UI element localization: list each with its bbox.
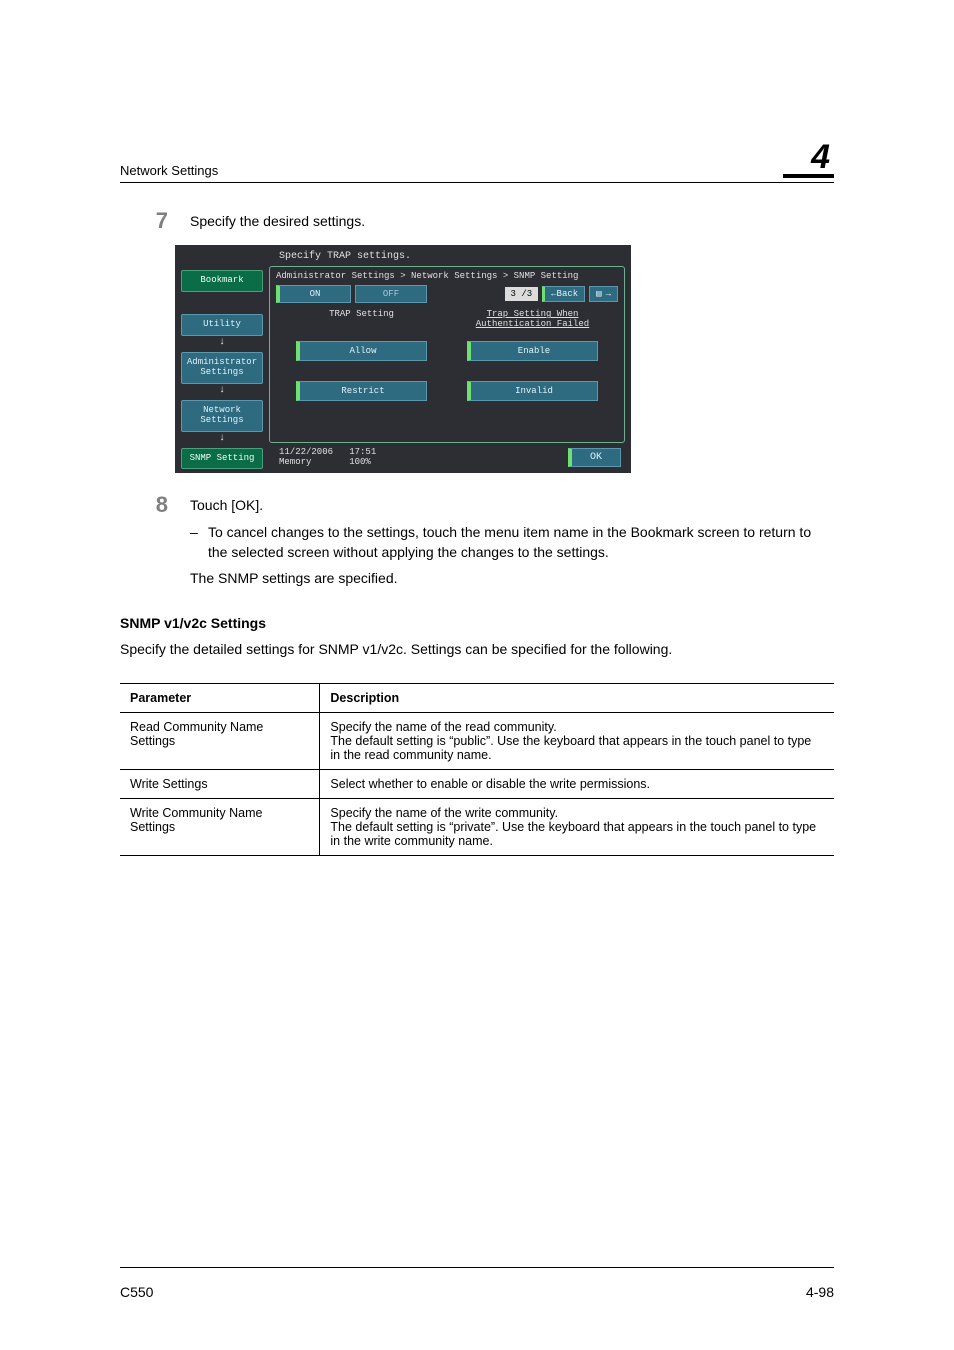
table-header-row: Parameter Description <box>120 683 834 712</box>
cell-desc: Select whether to enable or disable the … <box>320 769 834 798</box>
screenshot-wrap: Specify TRAP settings. Bookmark Utility … <box>175 245 834 473</box>
footer-rule <box>120 1267 834 1268</box>
allow-button[interactable]: Allow <box>296 341 427 361</box>
chapter-number: 4 <box>783 140 834 178</box>
screenshot-sidebar: Bookmark Utility ↓ Administrator Setting… <box>175 266 269 473</box>
step-text: Specify the desired settings. <box>190 211 834 233</box>
column-headers: TRAP Setting Trap Setting When Authentic… <box>276 307 618 331</box>
step-7: 7 Specify the desired settings. <box>120 211 834 233</box>
enable-button[interactable]: Enable <box>467 341 598 361</box>
cell-param: Read Community Name Settings <box>120 712 320 769</box>
page-header: Network Settings 4 <box>120 140 834 178</box>
cell-param: Write Community Name Settings <box>120 798 320 855</box>
tab-off[interactable]: OFF <box>355 285 427 303</box>
restrict-button[interactable]: Restrict <box>296 381 427 401</box>
cell-param: Write Settings <box>120 769 320 798</box>
side-arrow-icon: ↓ <box>181 338 263 348</box>
page: Network Settings 4 7 Specify the desired… <box>0 0 954 1350</box>
snmp-setting-button[interactable]: SNMP Setting <box>181 448 263 470</box>
admin-settings-button[interactable]: Administrator Settings <box>181 352 263 384</box>
page-footer: C550 4-98 <box>120 1284 834 1300</box>
side-arrow-icon: ↓ <box>181 434 263 444</box>
col-parameter: Parameter <box>120 683 320 712</box>
section-text: Specify the detailed settings for SNMP v… <box>120 639 834 659</box>
ok-button[interactable]: OK <box>568 448 621 467</box>
screenshot-main: Administrator Settings > Network Setting… <box>269 266 625 443</box>
spec-table: Parameter Description Read Community Nam… <box>120 683 834 856</box>
step-8: 8 Touch [OK]. – To cancel changes to the… <box>120 495 834 588</box>
invalid-button[interactable]: Invalid <box>467 381 598 401</box>
footer-page: 4-98 <box>806 1284 834 1300</box>
table-row: Write Community Name Settings Specify th… <box>120 798 834 855</box>
cell-desc: Specify the name of the write community.… <box>320 798 834 855</box>
tab-row: ON OFF 3 /3 ←Back ▤→ <box>276 285 618 303</box>
side-arrow-icon: ↓ <box>181 386 263 396</box>
sub-dash-text: To cancel changes to the settings, touch… <box>208 522 834 563</box>
screenshot-title: Specify TRAP settings. <box>175 245 631 266</box>
step-after-note: The SNMP settings are specified. <box>190 568 834 588</box>
table-row: Write Settings Select whether to enable … <box>120 769 834 798</box>
bookmark-button[interactable]: Bookmark <box>181 270 263 292</box>
cell-desc: Specify the name of the read community. … <box>320 712 834 769</box>
option-row-1: Allow Enable <box>276 335 618 367</box>
step-body: Touch [OK]. – To cancel changes to the s… <box>190 495 834 588</box>
option-row-2: Restrict Invalid <box>276 371 618 415</box>
col-trap-setting: TRAP Setting <box>276 309 447 329</box>
tab-on[interactable]: ON <box>276 285 351 303</box>
pager: 3 /3 ←Back ▤→ <box>505 286 618 302</box>
section-name: Network Settings <box>120 163 218 178</box>
step-text: Touch [OK]. <box>190 497 263 513</box>
breadcrumb: Administrator Settings > Network Setting… <box>276 271 618 281</box>
network-settings-button[interactable]: Network Settings <box>181 400 263 432</box>
dash-icon: – <box>190 522 208 563</box>
utility-button[interactable]: Utility <box>181 314 263 336</box>
col-auth-failed: Trap Setting When Authentication Failed <box>447 309 618 329</box>
header-rule <box>120 182 834 183</box>
datetime: 11/22/2006 17:51 Memory 100% <box>279 447 376 467</box>
back-button[interactable]: ←Back <box>542 286 585 302</box>
step-number: 8 <box>120 493 190 588</box>
col-description: Description <box>320 683 834 712</box>
section-title: SNMP v1/v2c Settings <box>120 615 834 631</box>
screenshot-body: Bookmark Utility ↓ Administrator Setting… <box>175 266 631 473</box>
screenshot-footer: 11/22/2006 17:51 Memory 100% OK <box>269 443 631 473</box>
forward-button[interactable]: ▤→ <box>589 286 618 302</box>
page-indicator: 3 /3 <box>505 287 539 301</box>
table-row: Read Community Name Settings Specify the… <box>120 712 834 769</box>
footer-model: C550 <box>120 1284 153 1300</box>
step-number: 7 <box>120 209 190 233</box>
screenshot: Specify TRAP settings. Bookmark Utility … <box>175 245 631 473</box>
step-sub-dash: – To cancel changes to the settings, tou… <box>190 522 834 563</box>
